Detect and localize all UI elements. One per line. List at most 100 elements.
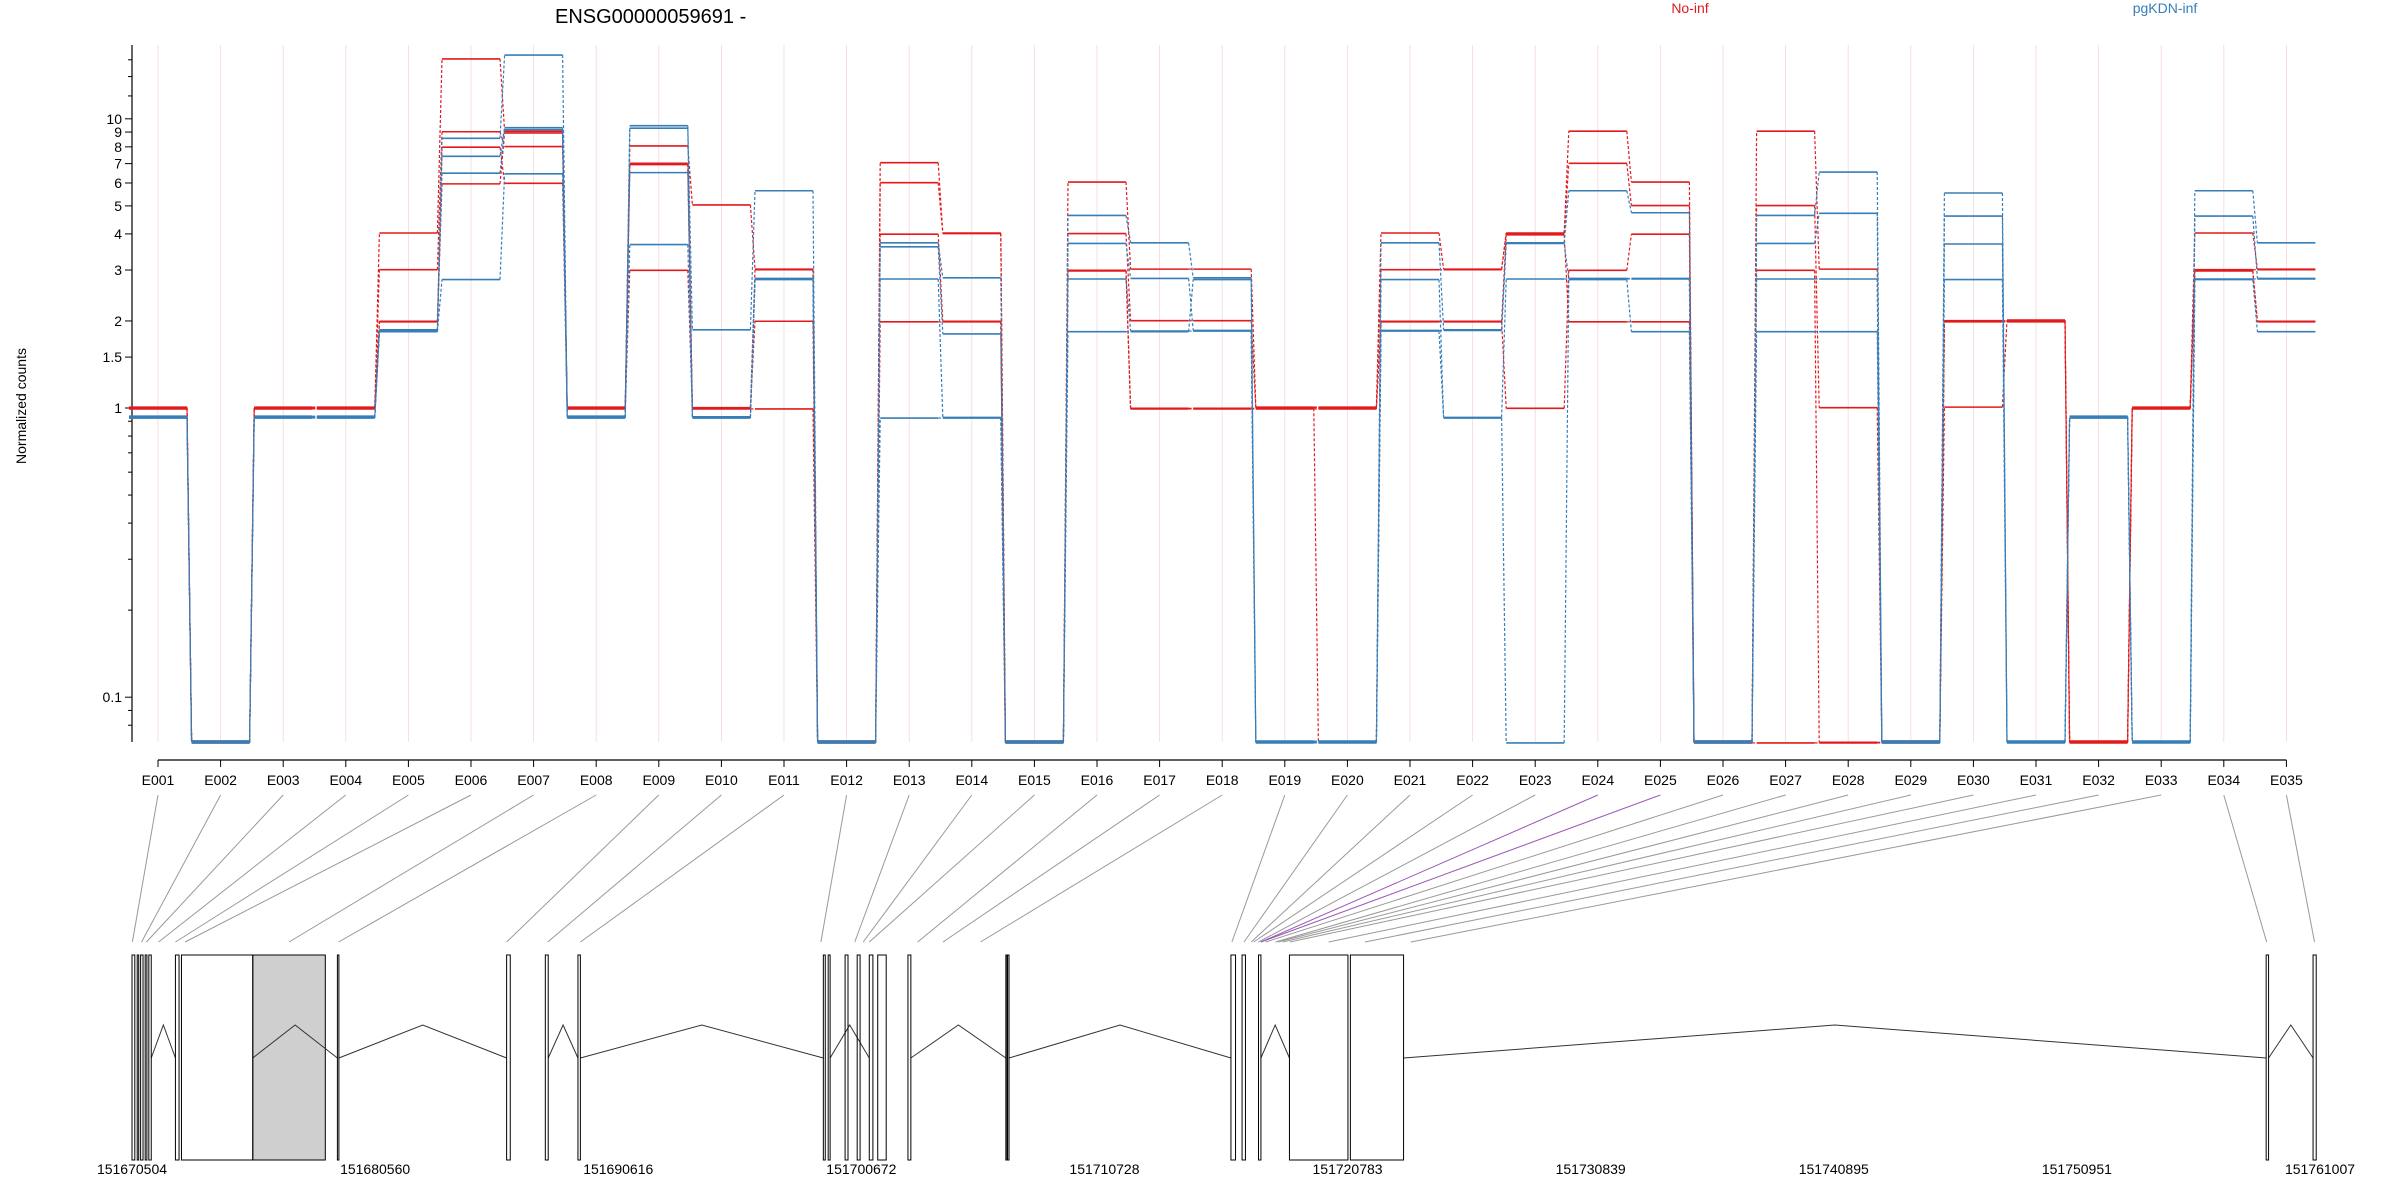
series-segment	[2064, 418, 2071, 743]
series-segment	[875, 246, 881, 742]
series-segment	[499, 147, 506, 184]
connector-e025	[1260, 794, 1661, 943]
x-tick-label-e032: E032	[2082, 772, 2115, 788]
series-segment	[1751, 215, 1758, 742]
y-tick-label: 0.1	[103, 689, 123, 705]
exon	[868, 954, 874, 1161]
connector-e018	[980, 794, 1223, 943]
x-tick-label-e018: E018	[1206, 772, 1239, 788]
series-segment	[1876, 407, 1883, 742]
series-segment	[2252, 279, 2258, 332]
y-axis-label: Normalized counts	[13, 348, 29, 464]
series-segment	[436, 58, 443, 234]
connector-e030	[1289, 794, 1974, 943]
series-segment	[1563, 279, 1570, 743]
connector-e020	[1243, 794, 1348, 943]
gene-model	[131, 954, 2317, 1161]
series-segment	[1250, 279, 1257, 743]
x-tick-label-e004: E004	[329, 772, 362, 788]
x-tick-label-e010: E010	[705, 772, 738, 788]
connector-e023	[1258, 794, 1536, 943]
series-segment	[2189, 279, 2196, 743]
series-segment	[1250, 269, 1257, 408]
legend-label-pgkdn-inf: pgKDN-inf	[2133, 0, 2198, 16]
genome-tick-label: 151680560	[340, 1161, 410, 1177]
series-segment	[1501, 418, 1507, 743]
series-segment	[1563, 163, 1570, 234]
series-segment	[1688, 278, 1695, 743]
genome-tick-label: 151720783	[1313, 1161, 1383, 1177]
y-tick-label: 5	[114, 198, 122, 214]
y-tick-label: 6	[114, 175, 122, 191]
intron	[580, 1024, 824, 1059]
connector-e032	[1364, 794, 2099, 943]
series-segment	[499, 54, 506, 139]
series-segment	[1375, 269, 1382, 408]
series-segment	[1688, 331, 1695, 743]
legend-label-no-inf: No-inf	[1671, 0, 1708, 16]
series-segment	[249, 418, 255, 743]
y-tick-label: 1.5	[103, 349, 123, 365]
connector-e015	[868, 794, 1035, 943]
x-tick-label-e031: E031	[2020, 772, 2053, 788]
exon	[174, 954, 180, 1161]
series-segment	[1250, 320, 1257, 408]
series-segment	[2001, 243, 2008, 743]
x-tick-label-e024: E024	[1581, 772, 1614, 788]
series-segment	[1563, 243, 1570, 279]
series-segment	[1188, 279, 1194, 332]
series-segment	[186, 418, 193, 743]
x-tick-label-e015: E015	[1018, 772, 1051, 788]
intron	[910, 1024, 1007, 1059]
series-segment	[2064, 321, 2071, 743]
exon	[544, 954, 549, 1161]
exon	[577, 954, 581, 1161]
x-tick-label-e013: E013	[893, 772, 926, 788]
genome-tick-label: 151710728	[1069, 1161, 1139, 1177]
connector-e019	[1231, 794, 1286, 943]
x-tick-label-e026: E026	[1707, 772, 1740, 788]
series-segment	[562, 127, 568, 417]
x-tick-label-e019: E019	[1268, 772, 1301, 788]
series-segment	[1438, 279, 1445, 419]
x-axis: E001 E002 E003 E004 E005 E006 E007 E008 E009 E010…	[142, 759, 2303, 788]
series-segment	[2189, 232, 2196, 408]
series-segment	[624, 270, 631, 409]
series-segment	[1125, 278, 1132, 332]
x-tick-label-e027: E027	[1769, 772, 1802, 788]
series-segment	[2001, 320, 2008, 408]
series-segment	[499, 58, 506, 132]
series-segment	[1501, 278, 1507, 418]
x-tick-label-e006: E006	[455, 772, 488, 788]
y-tick-label: 2	[114, 313, 122, 329]
series-segment	[812, 279, 819, 743]
connector-e016	[917, 794, 1098, 943]
series-segment	[1501, 321, 1507, 409]
x-tick-label-e021: E021	[1394, 772, 1427, 788]
series-segment	[2001, 216, 2008, 742]
series-segment	[1626, 279, 1632, 332]
connector-e022	[1253, 794, 1473, 943]
exon	[180, 954, 254, 1161]
series-segment	[1563, 190, 1570, 243]
series-segment	[937, 246, 944, 334]
series-segment	[562, 173, 568, 419]
connector-e010	[547, 794, 722, 943]
series-segment	[937, 278, 944, 418]
series-segment	[1939, 216, 1946, 742]
y-tick-label: 10	[106, 111, 122, 127]
connector-e014	[862, 794, 973, 943]
exon	[1006, 954, 1010, 1161]
connector-e026	[1265, 794, 1724, 943]
exon	[1258, 954, 1262, 1161]
series-segment	[937, 182, 944, 234]
x-tick-label-e007: E007	[517, 772, 550, 788]
series-segment	[1814, 131, 1820, 270]
x-tick-label-e011: E011	[768, 772, 800, 788]
series-segment	[2189, 216, 2196, 742]
series-segment	[875, 418, 881, 743]
series-segment	[374, 269, 380, 408]
connector-e011	[580, 794, 785, 943]
x-tick-label-e002: E002	[204, 772, 237, 788]
series-segment	[1626, 190, 1632, 213]
